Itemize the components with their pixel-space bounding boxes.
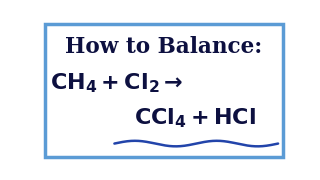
Text: $\mathbf{CH_4 + Cl_2 \rightarrow}$: $\mathbf{CH_4 + Cl_2 \rightarrow}$ bbox=[50, 71, 183, 95]
Text: $\mathbf{CCl_4 + HCl}$: $\mathbf{CCl_4 + HCl}$ bbox=[134, 107, 256, 130]
Text: How to Balance:: How to Balance: bbox=[65, 35, 263, 58]
